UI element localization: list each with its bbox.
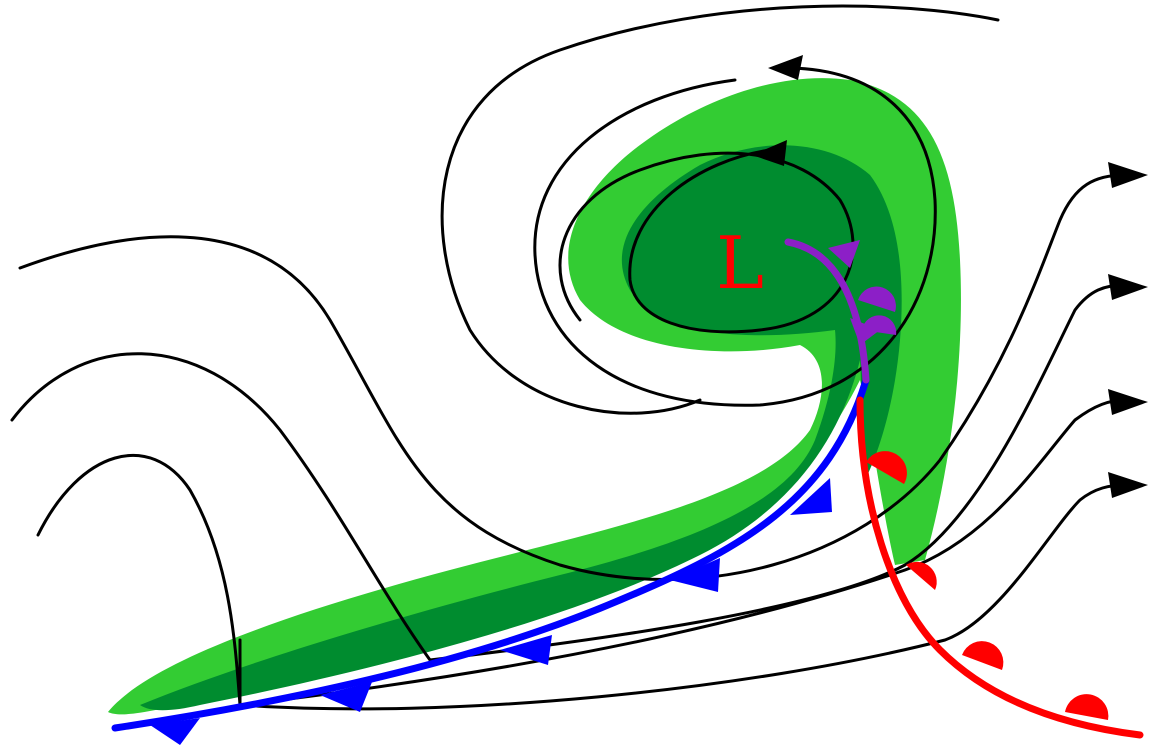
heavy-precipitation-band bbox=[140, 145, 902, 711]
cold-front-triangle-icon bbox=[670, 558, 720, 592]
cold-front-triangle-icon bbox=[500, 635, 552, 665]
cold-front-line bbox=[111, 376, 870, 732]
warm-front-bump-icon bbox=[866, 451, 907, 484]
airflow-streamlines bbox=[10, 4, 1127, 711]
occluded-front-bump-icon bbox=[862, 315, 897, 335]
warm-front-bump-icon bbox=[962, 641, 1004, 670]
cold-front-triangle-icon bbox=[320, 682, 372, 712]
arrow-left-inner-icon bbox=[752, 140, 787, 166]
occluded-front-triangle-icon bbox=[828, 240, 860, 268]
warm-front-line bbox=[856, 396, 1144, 739]
arrow-right-2-icon bbox=[1108, 274, 1148, 300]
streamline-outer-arc bbox=[440, 4, 1000, 415]
arrow-right-1-icon bbox=[1108, 162, 1148, 188]
airflow-arrowheads bbox=[752, 55, 1148, 498]
warm-front-bump-icon bbox=[906, 561, 937, 590]
cold-front bbox=[111, 376, 870, 745]
streamline-2 bbox=[10, 283, 1127, 662]
occluded-front-bump-icon bbox=[858, 286, 896, 312]
warm-front bbox=[856, 396, 1144, 739]
low-pressure-label: L bbox=[716, 221, 764, 305]
occluded-front-triangle-icon bbox=[850, 318, 880, 345]
arrow-left-outer-icon bbox=[768, 55, 803, 80]
cold-front-triangle-icon bbox=[150, 718, 200, 745]
arrow-right-3-icon bbox=[1108, 389, 1148, 415]
streamline-spiral-outer bbox=[533, 66, 937, 407]
arrow-right-4-icon bbox=[1108, 472, 1148, 498]
occluded-front bbox=[784, 238, 897, 384]
streamline-4 bbox=[238, 483, 1127, 711]
cold-front-triangle-icon bbox=[790, 478, 832, 515]
streamline-1 bbox=[18, 173, 1127, 582]
streamline-spiral-inner bbox=[558, 148, 855, 334]
streamline-3 bbox=[36, 398, 1127, 707]
warm-front-bump-icon bbox=[1065, 694, 1109, 720]
occluded-front-line bbox=[784, 238, 870, 384]
